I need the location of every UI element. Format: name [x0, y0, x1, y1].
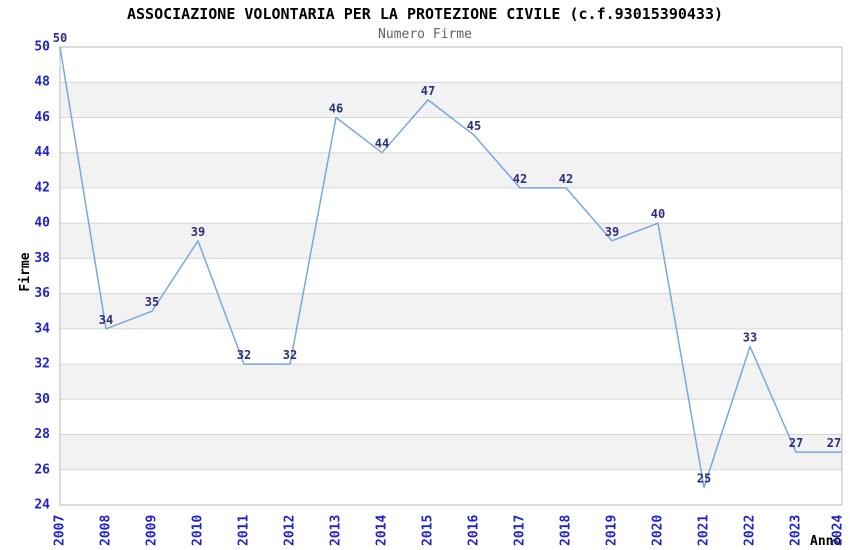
y-tick-label: 30	[34, 392, 50, 407]
y-tick-label: 34	[34, 321, 50, 336]
point-label: 40	[651, 207, 665, 221]
point-label: 44	[375, 137, 389, 151]
point-label: 47	[421, 84, 435, 98]
plot-band	[60, 434, 842, 470]
data-line	[59, 46, 842, 489]
point-label: 27	[827, 436, 841, 450]
plot-band	[60, 152, 842, 188]
x-tick-label: 2007	[53, 515, 68, 546]
chart-subtitle: Numero Firme	[378, 27, 472, 42]
point-label: 45	[467, 119, 481, 133]
x-tick-label: 2013	[329, 515, 344, 546]
point-label: 39	[191, 225, 205, 239]
point-label: 46	[329, 101, 343, 115]
plot-band	[60, 293, 842, 329]
y-tick-label: 38	[34, 251, 50, 266]
point-label: 42	[559, 172, 573, 186]
x-tick-label: 2017	[513, 515, 528, 546]
point-label: 32	[283, 348, 297, 362]
x-tick-label: 2012	[283, 515, 298, 546]
x-tick-label: 2023	[789, 515, 804, 546]
x-tick-label: 2009	[145, 515, 160, 546]
x-tick-label: 2008	[99, 515, 114, 546]
x-tick-label: 2015	[421, 515, 436, 546]
y-tick-label: 36	[34, 286, 50, 301]
y-tick-label: 24	[34, 498, 50, 513]
x-tick-label: 2021	[697, 515, 712, 546]
x-axis-title: Anno	[810, 534, 842, 549]
x-tick-label: 2011	[237, 515, 252, 546]
y-tick-label: 26	[34, 462, 50, 477]
point-label: 50	[53, 31, 67, 45]
plot-band	[60, 82, 842, 118]
point-label: 32	[237, 348, 251, 362]
y-tick-label: 48	[34, 75, 50, 90]
chart-title: ASSOCIAZIONE VOLONTARIA PER LA PROTEZION…	[126, 5, 724, 23]
point-label: 33	[743, 330, 757, 344]
point-label: 42	[513, 172, 527, 186]
x-tick-label: 2016	[467, 515, 482, 546]
x-tick-label: 2018	[559, 515, 574, 546]
point-label: 39	[605, 225, 619, 239]
plot-band	[60, 223, 842, 259]
plot-band	[60, 364, 842, 400]
point-label: 27	[789, 436, 803, 450]
point-label: 34	[99, 313, 113, 327]
y-tick-label: 40	[34, 216, 50, 231]
x-tick-label: 2019	[605, 515, 620, 546]
plot-border	[59, 46, 843, 506]
point-label: 35	[145, 295, 159, 309]
point-label: 25	[697, 471, 711, 485]
y-tick-label: 44	[34, 145, 50, 160]
y-tick-label: 46	[34, 110, 50, 125]
x-tick-label: 2010	[191, 515, 206, 546]
x-tick-label: 2022	[743, 515, 758, 546]
x-tick-label: 2024	[831, 515, 846, 546]
x-tick-label: 2014	[375, 515, 390, 546]
x-tick-label: 2020	[651, 515, 666, 546]
y-tick-label: 32	[34, 357, 50, 372]
y-tick-label: 28	[34, 427, 50, 442]
y-tick-label: 42	[34, 180, 50, 195]
y-tick-label: 50	[34, 40, 50, 55]
